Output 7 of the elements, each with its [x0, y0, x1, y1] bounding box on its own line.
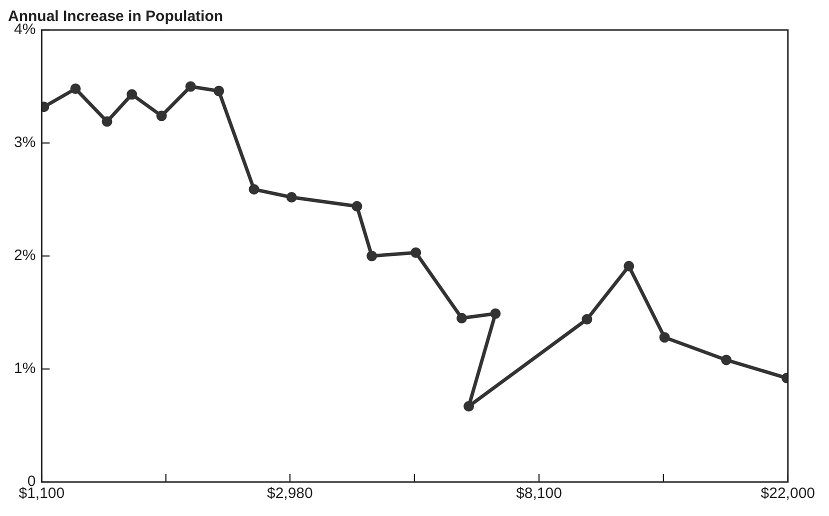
y-tick-label: 4% [14, 21, 36, 38]
y-tick-label: 1% [14, 360, 36, 378]
x-tick-label: $2,980 [266, 485, 313, 502]
y-tick-label: 2% [14, 247, 36, 264]
y-tick-label: 3% [14, 134, 36, 152]
x-tick-label: $22,000 [760, 485, 816, 502]
x-tick-label: $8,100 [516, 485, 562, 502]
